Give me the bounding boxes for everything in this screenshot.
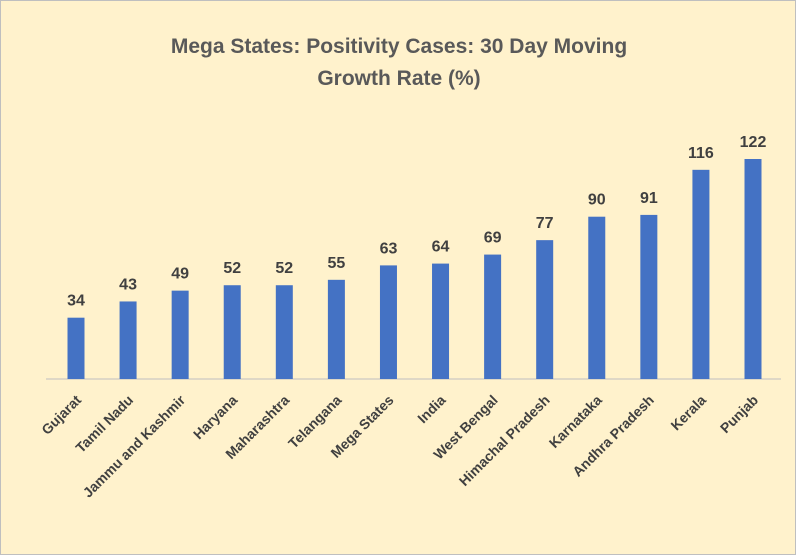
x-tick-label: Himachal Pradesh xyxy=(456,392,553,489)
data-label: 43 xyxy=(119,276,137,293)
bar xyxy=(327,279,345,379)
data-label: 49 xyxy=(171,266,189,283)
data-label: 55 xyxy=(327,255,345,272)
bar xyxy=(275,285,293,379)
bar xyxy=(379,265,397,379)
bar xyxy=(588,216,606,379)
x-tick-label: India xyxy=(414,392,449,427)
bar xyxy=(119,301,137,379)
bar xyxy=(223,285,241,379)
data-label: 52 xyxy=(223,260,241,277)
chart-title: Mega States: Positivity Cases: 30 Day Mo… xyxy=(170,35,628,90)
bar xyxy=(484,254,502,379)
data-label: 77 xyxy=(536,215,554,232)
bar xyxy=(744,159,762,379)
data-label: 69 xyxy=(484,230,502,247)
data-label: 122 xyxy=(740,134,767,151)
bar xyxy=(692,169,710,379)
x-tick-label: Jammu and Kashmir xyxy=(80,391,189,500)
data-label: 64 xyxy=(432,239,450,256)
data-label: 63 xyxy=(380,240,398,257)
data-label: 90 xyxy=(588,192,606,209)
x-tick-label: Kerala xyxy=(667,392,709,434)
x-tick-label: Punjab xyxy=(717,392,761,436)
data-label: 91 xyxy=(640,190,658,207)
data-label: 52 xyxy=(275,260,293,277)
data-label: 116 xyxy=(688,145,714,162)
bar xyxy=(536,240,554,379)
bar xyxy=(640,214,658,379)
x-tick-label: Gujarat xyxy=(38,392,84,438)
x-tick-label: Haryana xyxy=(190,392,241,443)
data-label: 34 xyxy=(67,293,85,310)
bar xyxy=(171,290,189,379)
bar xyxy=(432,263,450,379)
bar xyxy=(67,317,85,379)
